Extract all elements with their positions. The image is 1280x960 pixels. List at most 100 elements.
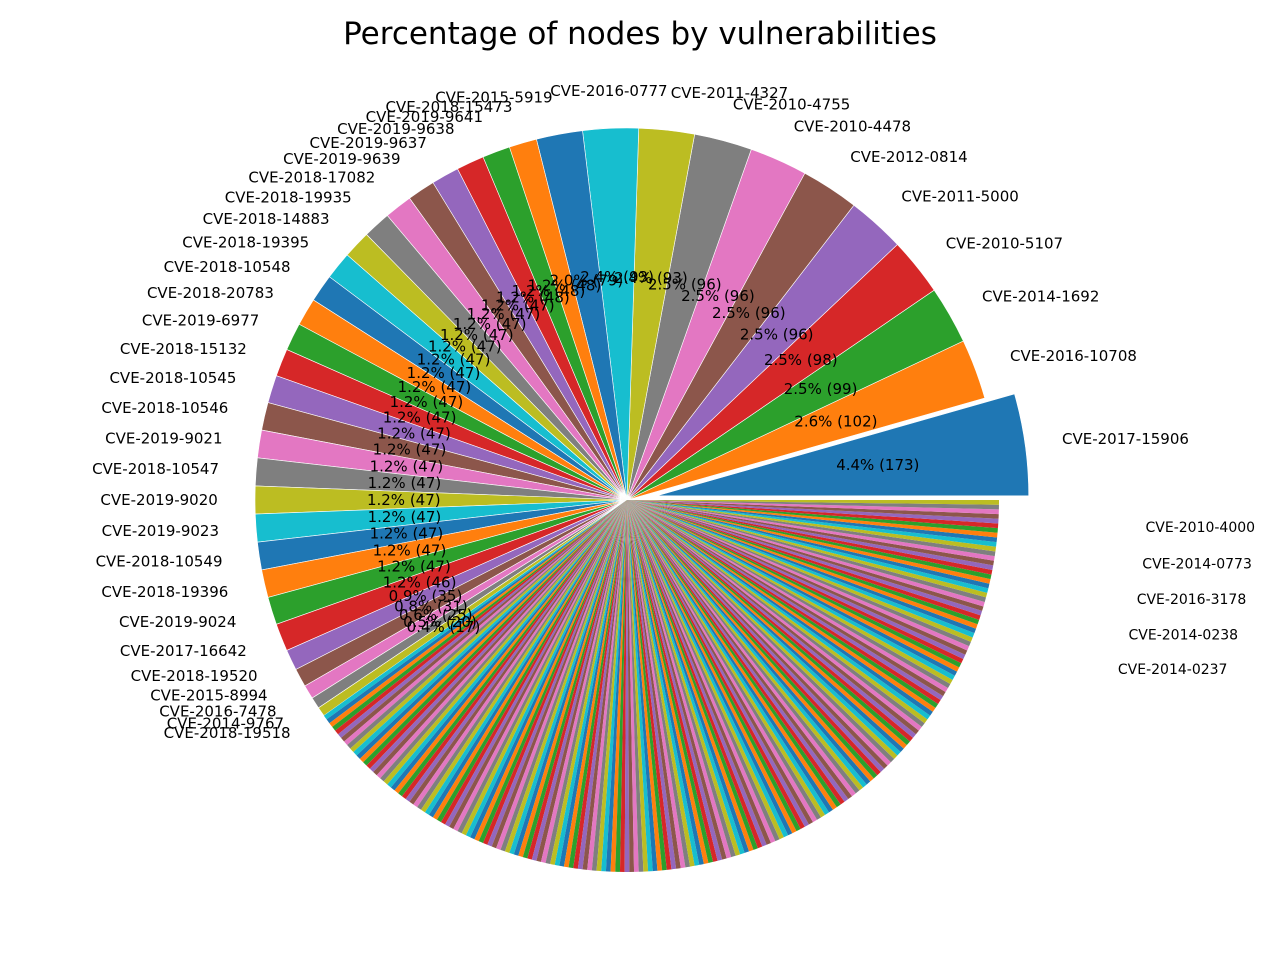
slice-label: CVE-2017-15906 [1062, 430, 1189, 448]
pie-slice-small [627, 500, 939, 708]
pie-slice-small [627, 500, 809, 827]
tail-label: CVE-2014-0237 [1118, 662, 1228, 678]
pie-slice-small [627, 500, 993, 575]
pie-slice-small [413, 500, 627, 808]
pie-slice-small [527, 500, 627, 860]
pie-slice-small [577, 500, 627, 870]
pie-slice-small [627, 500, 998, 538]
slice-percent-label: 1.2% (47) [367, 491, 441, 509]
pie-slice-small [417, 500, 627, 810]
slice-label: CVE-2011-4327 [671, 84, 788, 102]
pie-slice-small [627, 500, 946, 697]
pie-slice-small [627, 500, 980, 625]
slice-percent-label: 2.4% (93) [580, 268, 654, 286]
pie-slice-small [615, 500, 627, 872]
slice-label: CVE-2015-5919 [435, 89, 552, 107]
pie-slice-small [627, 500, 878, 779]
pie-slice-small [627, 500, 837, 810]
slice-percent-label: 1.2% (47) [383, 409, 457, 427]
slice-label: CVE-2018-17082 [248, 168, 375, 186]
pie-slice-small [627, 500, 955, 680]
pie-slice-small [457, 500, 627, 834]
pie-slice-small [627, 500, 789, 838]
slice-percent-label: 2.5% (96) [712, 304, 786, 322]
pie-slice-small [627, 500, 754, 852]
pie-slice-small [341, 500, 627, 742]
pie-slice-small [627, 500, 793, 836]
pie-slice-small [627, 500, 925, 727]
slice-percent-label: 1.2% (47) [373, 441, 447, 459]
slice-label: CVE-2016-0777 [550, 82, 667, 100]
pie-slice-small [627, 500, 999, 524]
pie-slice-small [627, 500, 964, 664]
pie-slice-small [563, 500, 627, 868]
pie-slice-small [461, 500, 627, 836]
pie-slice-small [627, 500, 998, 543]
pie-slice-small [424, 500, 627, 815]
pie-slice-small [405, 500, 627, 802]
slice-label: CVE-2018-20783 [147, 284, 274, 302]
pie-slices [254, 127, 1030, 717]
pie-slice-small [627, 500, 801, 832]
pie-slice-small [627, 500, 922, 731]
pie-slice-small [627, 500, 999, 519]
pie-slice-small [627, 500, 767, 847]
pie-slice-small [627, 500, 635, 872]
pie-slice-small [627, 500, 864, 791]
slice-label: CVE-2018-15132 [120, 340, 247, 358]
pie-slice-small [453, 500, 627, 832]
pie-slice-small [627, 500, 999, 505]
pie-slice-small [627, 500, 885, 773]
pie-slice-small [496, 500, 627, 850]
pie-slice-small [627, 500, 948, 693]
pie-slice-small [627, 500, 977, 634]
pie-slice-small [353, 500, 627, 756]
slice-label: CVE-2018-19396 [101, 583, 228, 601]
pie-slice-small [478, 500, 627, 844]
pie-slice-small [627, 500, 962, 668]
slice-labels: CVE-2017-15906 CVE-2016-10708 CVE-2014-169… [92, 82, 1189, 742]
pie-slice-small [627, 500, 732, 859]
pie-slice-small [627, 500, 763, 849]
pie-slice-small [627, 500, 826, 818]
pie-slice-small [504, 500, 627, 853]
slice-label: CVE-2018-14883 [203, 210, 330, 228]
pie-slice-small [627, 500, 898, 759]
slice-label: CVE-2014-9767 [167, 714, 284, 732]
pie-slice-small [601, 500, 627, 872]
pie-slice-small [627, 500, 936, 712]
pie-slice-small [582, 500, 627, 870]
pie-slice-small [627, 500, 951, 689]
pie-slice-small [627, 500, 960, 672]
pie-slice-small [627, 500, 999, 515]
pie-slice-small [627, 500, 941, 704]
slice-percent-label: 2.6% (102) [794, 413, 877, 431]
pie-slice-small [338, 500, 627, 738]
slice-label: CVE-2018-10549 [96, 553, 223, 571]
slice-percent-label: 1.2% (48) [496, 289, 570, 307]
pie-slice-small [627, 500, 999, 510]
pie-slice-small [409, 500, 627, 805]
pie-slice-small [624, 500, 630, 872]
pie-slice-small [627, 500, 907, 749]
pie-slice-small [627, 500, 805, 829]
pie-slice-small [540, 500, 627, 863]
slice-percent-label: 1.2% (47) [398, 378, 472, 396]
pie-slice-small [363, 500, 627, 766]
slice-percent-label: 1.2% (47) [407, 364, 481, 382]
pie-slice-small [627, 500, 771, 845]
pie-slice-small [627, 500, 998, 533]
pie-slice-small [627, 500, 997, 552]
pie-slice-small [545, 500, 627, 864]
pie-slice-small [627, 500, 644, 872]
pie-slice-small [380, 500, 627, 782]
slice-label: CVE-2019-6977 [142, 312, 259, 330]
pie-slice-small [587, 500, 627, 871]
pie-slice-small [627, 500, 973, 642]
pie-slice [656, 393, 1030, 497]
slice-percent-label: 1.2% (48) [528, 277, 602, 295]
pie-slice-small [627, 500, 639, 872]
slice-label: CVE-2010-4478 [794, 117, 911, 135]
pie-slice-small [465, 500, 627, 838]
